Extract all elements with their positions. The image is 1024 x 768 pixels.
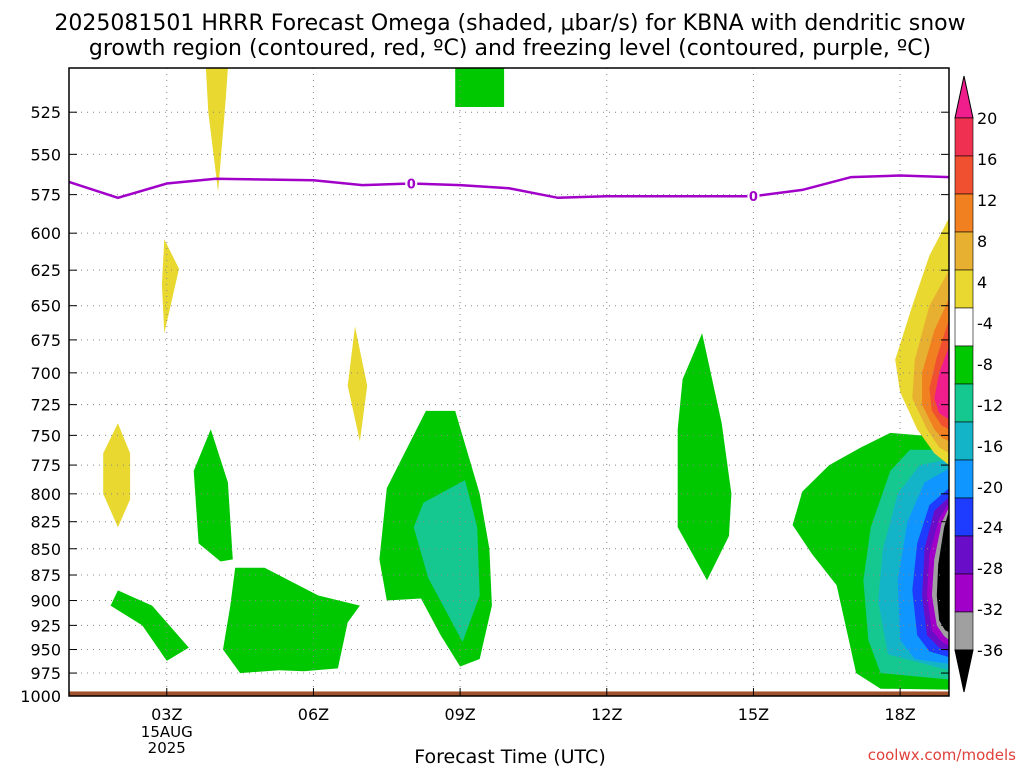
- x-tick-label: 18Z: [884, 705, 915, 724]
- colorbar-label: -24: [977, 518, 1003, 537]
- y-tick-label: 900: [30, 592, 61, 611]
- y-tick-label: 875: [30, 566, 61, 585]
- y-tick-label: 525: [30, 103, 61, 122]
- omega-region-5: [193, 429, 233, 562]
- y-tick-label: 925: [30, 616, 61, 635]
- x-axis-label: Forecast Time (UTC): [414, 746, 605, 768]
- x-tick-sublabel: 2025: [148, 739, 186, 757]
- omega-region-19: [936, 510, 949, 633]
- y-tick-label: 625: [30, 261, 61, 280]
- y-tick-label: 650: [30, 297, 61, 316]
- y-tick-label: 775: [30, 456, 61, 475]
- y-tick-label: 550: [30, 145, 61, 164]
- terrain-fill: [69, 691, 949, 696]
- colorbar-label: 8: [977, 232, 987, 251]
- colorbar-label: 20: [977, 109, 997, 128]
- y-tick-label: 725: [30, 396, 61, 415]
- colorbar-segment: [954, 231, 974, 271]
- colorbar-label: -20: [977, 478, 1003, 497]
- y-tick-label: 750: [30, 426, 61, 445]
- freezing-contour-label: 0: [749, 190, 758, 205]
- y-tick-label: 850: [30, 540, 61, 559]
- colorbar-label: -36: [977, 641, 1003, 660]
- x-tick-label: 06Z: [298, 705, 329, 724]
- omega-region-9: [413, 480, 480, 642]
- y-tick-label: 600: [30, 224, 61, 243]
- colorbar-segment: [954, 459, 974, 499]
- omega-region-1: [161, 239, 179, 334]
- omega-region-10: [677, 333, 732, 581]
- freezing-level: 00: [69, 174, 949, 205]
- freezing-contour-label: 0: [407, 178, 416, 193]
- colorbar-segment: [954, 155, 974, 195]
- colorbar-label: -8: [977, 355, 993, 374]
- x-tick-label: 09Z: [444, 705, 475, 724]
- x-tick-label: 15Z: [738, 705, 769, 724]
- colorbar-top-arrow: [954, 75, 974, 119]
- colorbar-segment: [954, 535, 974, 575]
- y-tick-label: 825: [30, 513, 61, 532]
- colorbar-label: -4: [977, 314, 993, 333]
- freezing-level-line: [69, 174, 949, 200]
- colorbar-bottom-arrow: [954, 649, 974, 693]
- omega-region-6: [110, 590, 189, 661]
- colorbar-label: 4: [977, 273, 987, 292]
- colorbar-segment: [954, 269, 974, 309]
- colorbar-segment: [954, 345, 974, 385]
- chart-title-line2: growth region (contoured, red, ºC) and f…: [89, 36, 931, 61]
- y-tick-label: 1000: [20, 687, 61, 706]
- omega-region-3: [103, 423, 131, 528]
- y-tick-label: 700: [30, 364, 61, 383]
- colorbar-segment: [954, 307, 974, 347]
- colorbar-segment: [954, 117, 974, 157]
- colorbar-label: 16: [977, 150, 997, 169]
- colorbar-segment: [954, 193, 974, 233]
- omega-region-24: [934, 346, 949, 420]
- chart-title-line1: 2025081501 HRRR Forecast Omega (shaded, …: [54, 11, 965, 36]
- omega-region-7: [223, 567, 360, 674]
- colorbar-label: -12: [977, 396, 1003, 415]
- freezing-label-bg: [747, 188, 760, 204]
- colorbar-label: 12: [977, 191, 997, 210]
- y-tick-label: 575: [30, 186, 61, 205]
- y-axis: 525 550 575 600 625 650 675 700 725 750 775 800 825 8…: [20, 103, 949, 706]
- x-tick-label: 12Z: [591, 705, 622, 724]
- colorbar-label: -16: [977, 437, 1003, 456]
- omega-region-4: [455, 68, 505, 107]
- colorbar-segment: [954, 383, 974, 423]
- colorbar: 20 16 12 8 4 -4 -8 -12 -16 -20 -24 -28 -32 -36: [954, 75, 1003, 693]
- plot-frame: [68, 67, 950, 697]
- omega-region-0: [205, 68, 228, 192]
- omega-region-2: [347, 326, 368, 442]
- colorbar-segment: [954, 573, 974, 613]
- credit-label[interactable]: coolwx.com/models: [868, 746, 1016, 764]
- freezing-label-bg: [405, 175, 418, 191]
- colorbar-label: -32: [977, 600, 1003, 619]
- y-tick-label: 800: [30, 485, 61, 504]
- omega-shading: [103, 68, 949, 690]
- colorbar-label: -28: [977, 559, 1003, 578]
- terrain: [69, 691, 949, 696]
- y-tick-label: 950: [30, 641, 61, 660]
- x-tick-sublabel: 15AUG: [141, 723, 193, 741]
- y-tick-label: 975: [30, 664, 61, 683]
- x-tick-label: 03Z: [151, 705, 182, 724]
- y-tick-label: 675: [30, 331, 61, 350]
- grid: [69, 68, 949, 697]
- colorbar-segment: [954, 421, 974, 461]
- colorbar-segment: [954, 497, 974, 537]
- colorbar-segment: [954, 611, 974, 651]
